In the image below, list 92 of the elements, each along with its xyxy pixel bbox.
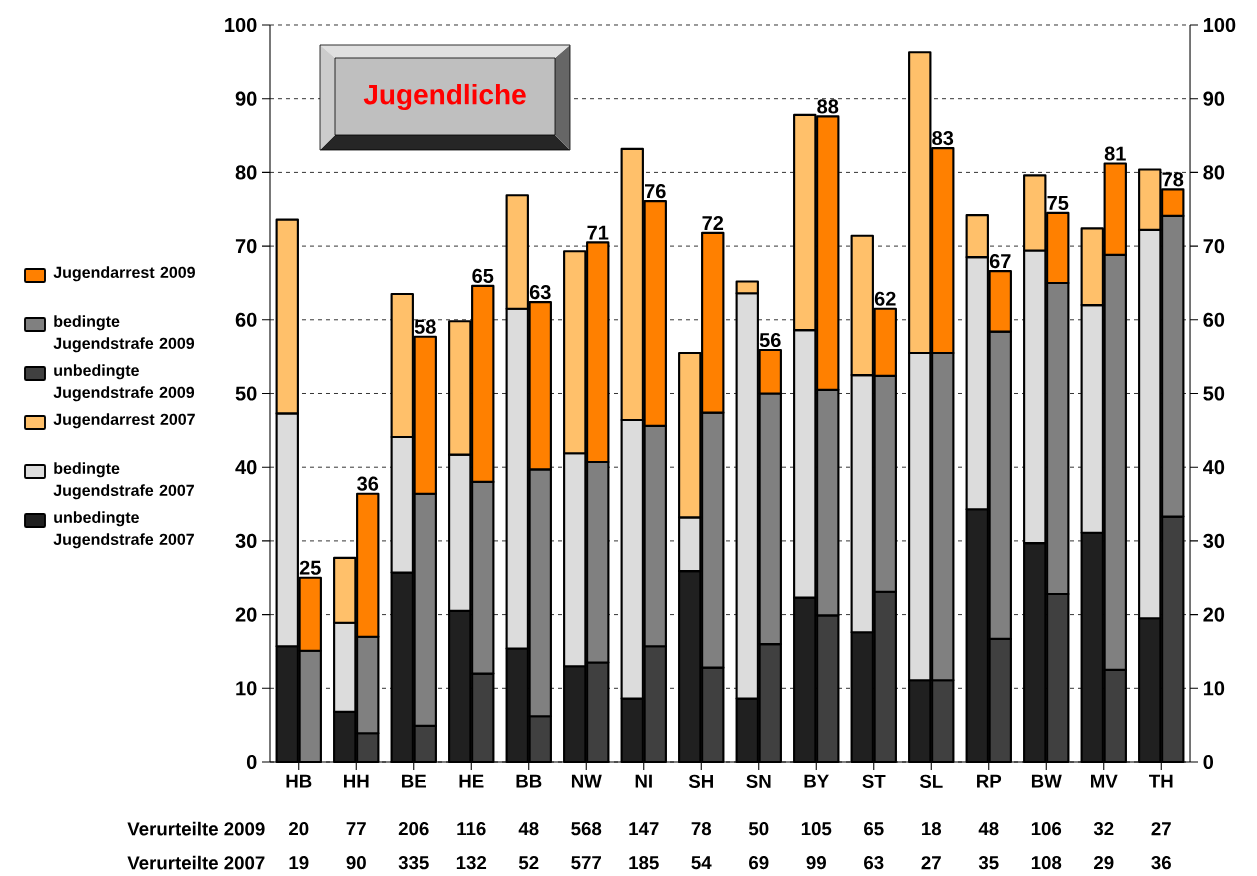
x-tick-label: BE [402, 774, 426, 788]
annotation: 25 [299, 560, 321, 575]
x-tick-label: SN [746, 774, 771, 788]
text: 99 [806, 856, 826, 870]
x-tick-label: SH [688, 774, 713, 788]
y-tick-label: 100 [225, 17, 257, 33]
y-tick-label: 0 [246, 754, 257, 770]
text: 132 [456, 856, 487, 870]
annotation: 83 [932, 130, 954, 146]
y2-tick-label: 50 [1203, 386, 1225, 401]
y2-tick-label: 30 [1203, 533, 1225, 548]
y2-tick-label: 60 [1203, 312, 1225, 327]
x-tick-label: MV [1091, 774, 1118, 788]
annotation: 36 [357, 476, 379, 491]
text: 48 [518, 822, 539, 836]
y2-tick-label: 90 [1203, 91, 1225, 106]
text: 19 [289, 856, 309, 870]
legend-label: unbedingte Jugendstrafe 2007 [53, 511, 194, 549]
x-tick-label: HE [459, 774, 484, 788]
legend-label: unbedingte Jugendstrafe 2009 [53, 364, 195, 402]
text: 206 [398, 822, 429, 836]
text: 52 [518, 856, 539, 870]
y-tick-label: 50 [235, 386, 257, 401]
annotation: 76 [644, 184, 666, 199]
annotation: 88 [817, 99, 839, 114]
y-tick-label: 80 [235, 165, 257, 180]
text: 48 [978, 822, 999, 836]
text: 54 [691, 856, 712, 870]
text: 29 [1094, 856, 1114, 870]
x-tick-label: BW [1031, 774, 1062, 788]
annotation: 72 [702, 215, 724, 230]
y-tick-label: 60 [235, 312, 257, 327]
text: 78 [691, 822, 712, 836]
text: 36 [1151, 856, 1171, 870]
y2-tick-label: 10 [1203, 681, 1225, 696]
text: 20 [289, 822, 309, 836]
y-tick-label: 20 [235, 607, 257, 622]
text: Verurteilte 2009 [127, 821, 265, 836]
annotation: 81 [1104, 146, 1126, 161]
text: Verurteilte 2007 [127, 855, 265, 870]
annotation: 63 [529, 284, 551, 300]
text: 63 [864, 856, 884, 870]
annotation: 71 [587, 225, 609, 240]
y2-tick-label: 100 [1203, 17, 1236, 33]
text: 77 [346, 822, 366, 836]
text: 65 [864, 822, 884, 836]
text: 32 [1093, 822, 1114, 836]
text: 335 [398, 856, 429, 870]
annotation: 67 [989, 254, 1011, 269]
text: 108 [1031, 856, 1062, 870]
annotation: 65 [472, 268, 494, 283]
x-tick-label: NW [571, 774, 602, 788]
annotation: 75 [1047, 196, 1069, 210]
legend-label: Jugendarrest 2009 [53, 266, 195, 282]
annotation: 78 [1162, 172, 1184, 187]
text: 116 [457, 822, 486, 836]
text: 106 [1031, 822, 1062, 836]
text: 185 [629, 856, 659, 870]
legend-label: Jugendarrest 2007 [53, 413, 195, 429]
y2-tick-label: 0 [1203, 754, 1214, 770]
text: 69 [749, 856, 769, 870]
annotation: 56 [759, 332, 781, 348]
y2-tick-label: 80 [1203, 165, 1225, 180]
y2-tick-label: 70 [1203, 239, 1225, 254]
text: 27 [921, 856, 941, 870]
text: 105 [801, 822, 832, 836]
text: 18 [922, 822, 942, 836]
x-tick-label: SL [919, 774, 943, 788]
x-tick-label: ST [862, 774, 886, 788]
y-tick-label: 30 [235, 533, 257, 548]
text: 577 [571, 856, 601, 870]
text: 147 [629, 822, 659, 836]
y-tick-label: 10 [236, 681, 257, 696]
y-tick-label: 70 [235, 239, 257, 254]
text: 27 [1151, 822, 1171, 836]
y-tick-label: 40 [235, 460, 257, 475]
text: 568 [571, 822, 602, 836]
x-tick-label: BY [804, 774, 829, 788]
x-tick-label: HB [286, 774, 312, 788]
x-tick-label: NI [635, 774, 652, 788]
x-tick-label: TH [1149, 774, 1173, 788]
x-tick-label: BB [516, 774, 542, 788]
text: 35 [978, 856, 999, 870]
annotation: 62 [874, 291, 896, 306]
x-tick-label: RP [977, 774, 1002, 788]
y2-tick-label: 20 [1203, 607, 1225, 622]
text: 90 [346, 856, 366, 870]
annotation: 58 [414, 319, 436, 334]
text: 50 [748, 822, 769, 836]
y-tick-label: 90 [235, 91, 257, 106]
y2-tick-label: 40 [1203, 460, 1225, 475]
x-tick-label: HH [344, 774, 369, 788]
